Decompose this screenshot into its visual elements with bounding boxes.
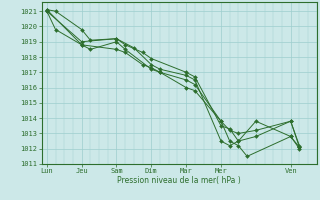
- X-axis label: Pression niveau de la mer( hPa ): Pression niveau de la mer( hPa ): [117, 176, 241, 185]
